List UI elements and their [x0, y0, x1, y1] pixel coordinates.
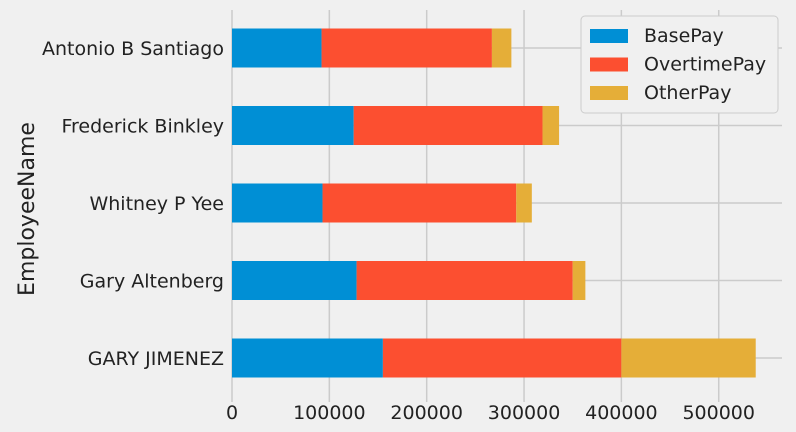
x-tick-label: 400000 — [585, 402, 658, 424]
legend-swatch-overtimepay — [590, 57, 628, 72]
bar-otherpay-gary-altenberg — [572, 261, 586, 300]
legend: BasePay OvertimePay OtherPay — [580, 15, 779, 114]
x-tick-label: 500000 — [682, 402, 755, 424]
bar-basepay-antonio-b-santiago — [232, 28, 322, 68]
bar-basepay-gary-jimenez — [232, 338, 383, 378]
y-tick-label: Antonio B Santiago — [42, 38, 224, 60]
y-axis-label: EmployeeName — [15, 122, 40, 296]
legend-swatch-basepay — [590, 29, 628, 43]
bar-overtimepay-gary-jimenez — [382, 338, 622, 378]
bar-basepay-gary-altenberg — [232, 261, 357, 300]
bar-otherpay-antonio-b-santiago — [491, 28, 512, 68]
legend-label-otherpay: OtherPay — [644, 82, 731, 104]
x-tick-label: 300000 — [488, 402, 561, 424]
y-tick-label: Whitney P Yee — [89, 193, 224, 215]
bar-basepay-frederick-binkley — [232, 106, 354, 145]
legend-label-overtimepay: OvertimePay — [644, 54, 766, 76]
bar-otherpay-gary-jimenez — [621, 338, 756, 378]
legend-swatch-otherpay — [590, 86, 628, 100]
x-tick-label: 100000 — [293, 402, 366, 424]
bar-overtimepay-gary-altenberg — [356, 261, 573, 300]
bar-otherpay-frederick-binkley — [542, 106, 560, 145]
legend-frame — [580, 15, 779, 114]
bar-overtimepay-frederick-binkley — [353, 106, 543, 145]
bar-overtimepay-whitney-p-yee — [322, 183, 517, 223]
y-tick-label: Gary Altenberg — [80, 271, 224, 293]
x-tick-label: 0 — [226, 402, 238, 424]
bars — [232, 28, 756, 378]
x-tick-labels: 0 100000 200000 300000 400000 500000 — [226, 402, 755, 424]
y-tick-label: Frederick Binkley — [61, 116, 224, 138]
y-tick-labels: GARY JIMENEZ Gary Altenberg Whitney P Yee F… — [42, 38, 224, 370]
bar-otherpay-whitney-p-yee — [516, 183, 532, 223]
bar-basepay-whitney-p-yee — [232, 183, 323, 223]
bar-overtimepay-antonio-b-santiago — [321, 28, 492, 68]
legend-label-basepay: BasePay — [644, 25, 724, 47]
y-tick-label: GARY JIMENEZ — [88, 348, 224, 370]
x-tick-label: 200000 — [390, 402, 463, 424]
